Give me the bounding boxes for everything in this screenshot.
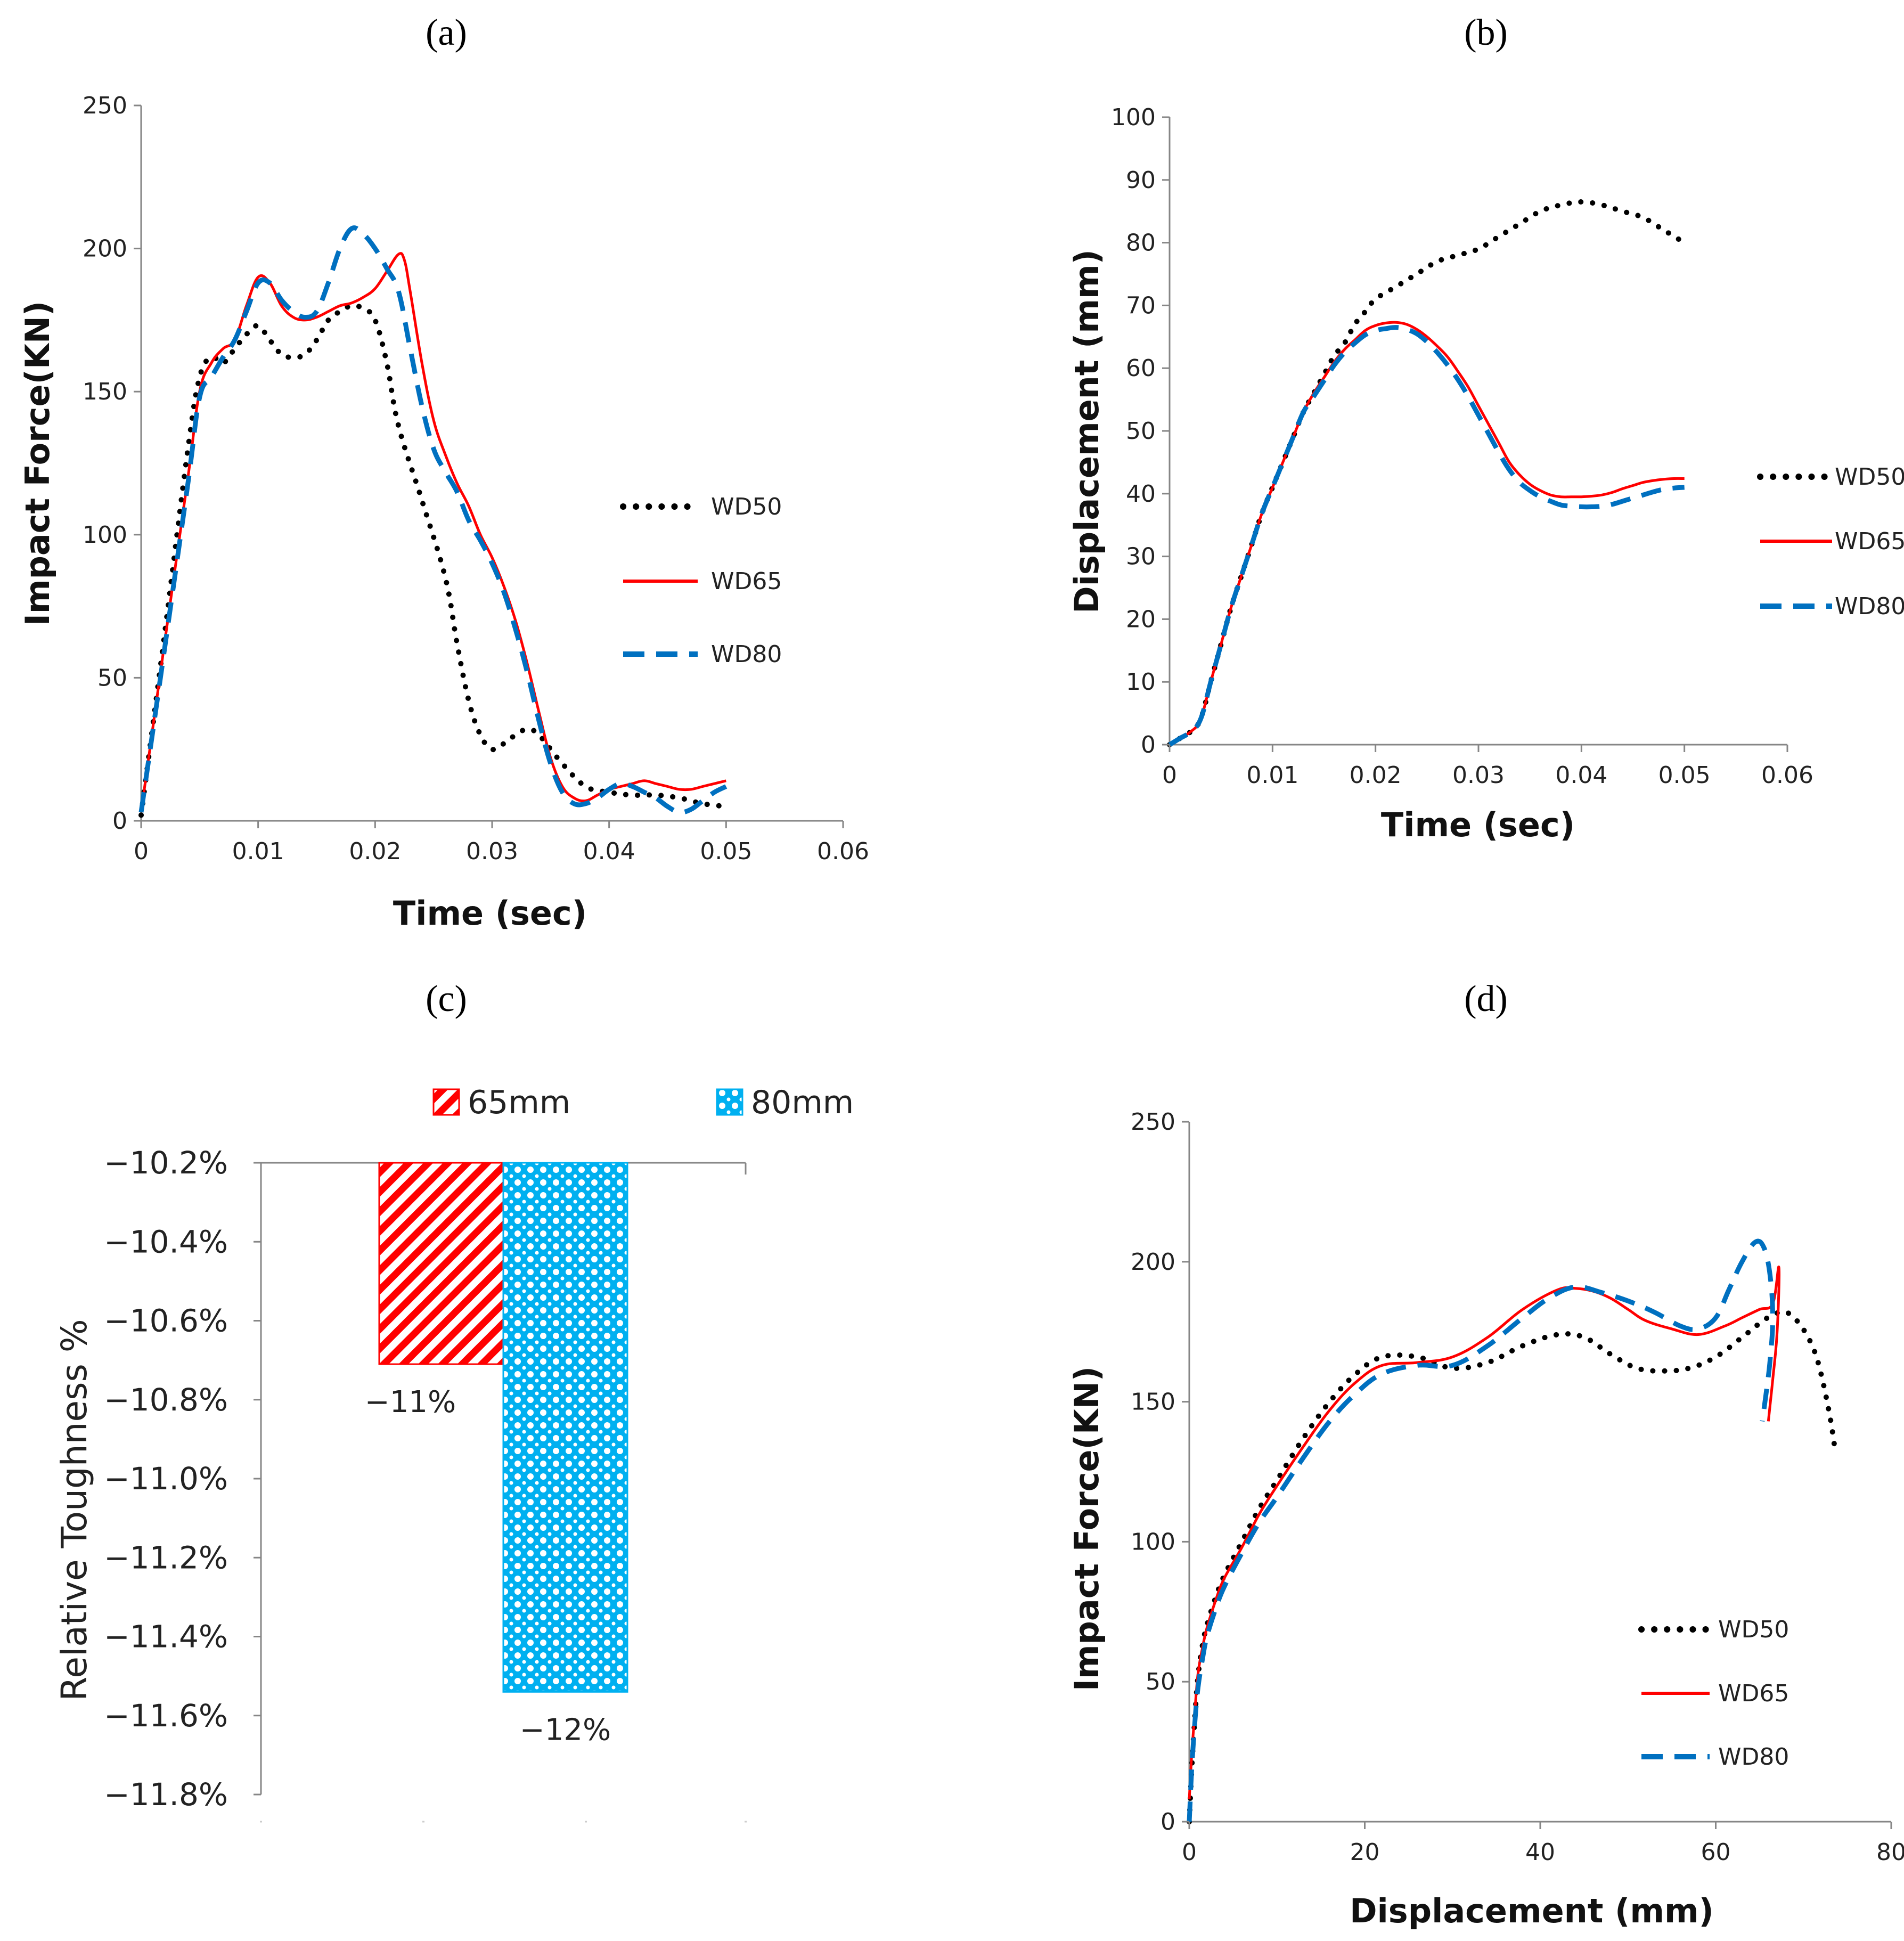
- chart-a-y-title: Impact Force(KN): [18, 301, 57, 626]
- chart-a-y-tick-label: 200: [83, 235, 127, 263]
- chart-b-y-tick-label: 0: [1141, 731, 1156, 759]
- chart-d-x-title: Displacement (mm): [1350, 1891, 1714, 1930]
- chart-d-x-tick-label: 20: [1350, 1839, 1380, 1866]
- chart-a-legend-label-wd50: WD50: [711, 493, 782, 520]
- chart-d-legend-label-wd50: WD50: [1718, 1616, 1789, 1643]
- chart-a-y-tick-label: 250: [83, 92, 127, 119]
- chart-a-y-tick-label: 100: [83, 521, 127, 549]
- chart-d-legend-label-wd65: WD65: [1718, 1680, 1789, 1707]
- chart-c-legend-label-80mm: 80mm: [751, 1084, 854, 1121]
- chart-d-y-tick-label: 100: [1131, 1528, 1175, 1555]
- chart-b-y-tick-label: 40: [1126, 480, 1156, 508]
- panel-label-a: (a): [426, 12, 467, 53]
- chart-c-y-title: Relative Toughness %: [54, 1319, 95, 1701]
- chart-a-series-wd65: [140, 252, 726, 813]
- panel-label-c: (c): [426, 978, 467, 1020]
- chart-c-legend-swatch-65mm: [432, 1088, 460, 1116]
- chart-d-legend: WD50 WD65 WD80: [1638, 1616, 1789, 1771]
- chart-a-series-wd50: [138, 303, 729, 818]
- chart-a-legend-label-wd65: WD65: [711, 568, 782, 595]
- chart-a-y-tick-label: 150: [83, 378, 127, 405]
- chart-a-x-tick-label: 0.05: [700, 838, 752, 865]
- chart-a-y-tick-label: 0: [112, 808, 127, 835]
- chart-b-x-tick-label: 0.06: [1761, 762, 1813, 789]
- chart-c-y-tick-label: −10.2%: [104, 1145, 228, 1181]
- chart-c-y-tick-label: −11.4%: [104, 1619, 228, 1655]
- chart-b-x-title: Time (sec): [1381, 805, 1575, 844]
- chart-b-x-tick-label: 0.03: [1452, 762, 1505, 789]
- chart-a-y-tick-label: 50: [97, 664, 127, 691]
- chart-d-y-tick-label: 200: [1131, 1249, 1175, 1276]
- chart-d-force-displacement: 0 50 100 150 200 250 0 20 40 60 80 Displacement (m…: [1067, 1108, 1904, 1930]
- chart-b-y-tick-label: 60: [1126, 355, 1156, 382]
- chart-b-legend: WD50 WD65 WD80: [1757, 463, 1904, 620]
- chart-a-x-tick-label: 0.06: [817, 838, 869, 865]
- chart-c-y-tick-label: −10.4%: [104, 1224, 228, 1260]
- chart-d-x-tick-label: 80: [1876, 1839, 1904, 1866]
- chart-c-bar-80mm: [502, 1162, 628, 1693]
- chart-b-x-tick-label: 0: [1162, 762, 1177, 789]
- chart-d-series-wd80: [1187, 1238, 1776, 1822]
- chart-c-bar-65mm: [378, 1162, 504, 1365]
- chart-a-force-time: 0 50 100 150 200 250 0 0.01 0.02 0.03 0.04 0.05 0.06…: [18, 92, 869, 933]
- chart-b-series-wd65: [1168, 321, 1685, 746]
- chart-a-x-tick-label: 0.01: [232, 838, 284, 865]
- chart-d-x-tick-label: 40: [1525, 1839, 1555, 1866]
- chart-b-y-tick-label: 10: [1126, 668, 1156, 696]
- chart-b-series-wd50: [1167, 199, 1687, 747]
- chart-b-series-wd80: [1168, 325, 1685, 747]
- chart-a-x-tick-label: 0.04: [583, 838, 635, 865]
- chart-d-legend-label-wd80: WD80: [1718, 1743, 1789, 1771]
- chart-d-y-tick-label: 150: [1131, 1389, 1175, 1416]
- chart-b-y-tick-label: 90: [1126, 167, 1156, 194]
- chart-a-legend: WD50 WD65 WD80: [620, 493, 782, 668]
- chart-d-y-title: Impact Force(KN): [1067, 1366, 1106, 1691]
- chart-b-legend-label-wd65: WD65: [1835, 528, 1904, 555]
- chart-a-series-wd80: [138, 225, 728, 815]
- chart-b-displacement-time: 0 10 20 30 40 50 60 70 80 90 100 0 0.01 0.02 0.03 0.04 0…: [1067, 104, 1904, 844]
- chart-c-legend: 65mm 80mm: [432, 1084, 854, 1121]
- chart-b-y-tick-label: 50: [1126, 418, 1156, 445]
- chart-d-x-tick-label: 60: [1701, 1839, 1731, 1866]
- chart-c-legend-swatch-80mm: [716, 1088, 743, 1116]
- chart-d-y-tick-label: 250: [1131, 1108, 1175, 1136]
- chart-b-x-tick-label: 0.01: [1246, 762, 1298, 789]
- chart-c-y-tick-label: −11.8%: [104, 1776, 228, 1813]
- chart-b-y-tick-label: 80: [1126, 230, 1156, 257]
- chart-d-series-wd50: [1187, 1309, 1837, 1824]
- chart-c-data-label-80mm: −12%: [520, 1712, 611, 1747]
- chart-d-x-tick-label: 0: [1182, 1839, 1197, 1866]
- chart-b-x-tick-label: 0.04: [1555, 762, 1607, 789]
- chart-a-x-tick-label: 0.03: [466, 838, 518, 865]
- chart-a-legend-label-wd80: WD80: [711, 641, 782, 668]
- chart-a-x-tick-label: 0.02: [349, 838, 401, 865]
- chart-c-y-tick-label: −11.6%: [104, 1698, 228, 1734]
- chart-c-legend-label-65mm: 65mm: [468, 1084, 570, 1121]
- chart-b-x-tick-label: 0.02: [1350, 762, 1402, 789]
- chart-b-x-tick-label: 0.05: [1658, 762, 1711, 789]
- chart-c-y-tick-label: −10.6%: [104, 1303, 228, 1339]
- chart-b-legend-label-wd50: WD50: [1835, 463, 1904, 491]
- panel-label-b: (b): [1464, 12, 1508, 53]
- chart-d-y-tick-label: 50: [1146, 1668, 1175, 1695]
- chart-a-x-tick-label: 0: [134, 838, 149, 865]
- chart-b-y-tick-label: 70: [1126, 292, 1156, 319]
- chart-b-y-tick-label: 20: [1126, 606, 1156, 633]
- chart-d-y-tick-label: 0: [1161, 1808, 1175, 1836]
- chart-c-y-tick-label: −11.2%: [104, 1539, 228, 1576]
- chart-b-y-tick-label: 100: [1111, 104, 1156, 131]
- chart-b-legend-label-wd80: WD80: [1835, 593, 1904, 620]
- chart-b-y-tick-label: 30: [1126, 543, 1156, 570]
- panel-label-d: (d): [1464, 978, 1508, 1020]
- chart-d-series-wd65: [1188, 1266, 1781, 1800]
- chart-c-y-tick-label: −10.8%: [104, 1382, 228, 1418]
- chart-c-data-label-65mm: −11%: [365, 1385, 456, 1420]
- chart-c-y-tick-label: −11.0%: [104, 1461, 228, 1497]
- chart-a-x-title: Time (sec): [393, 894, 587, 933]
- chart-c-relative-toughness: −11% −12% −10.2% −10.4% −10.6% −10.8% −11.0% −…: [54, 1084, 854, 1823]
- chart-b-y-title: Displacement (mm): [1067, 249, 1106, 614]
